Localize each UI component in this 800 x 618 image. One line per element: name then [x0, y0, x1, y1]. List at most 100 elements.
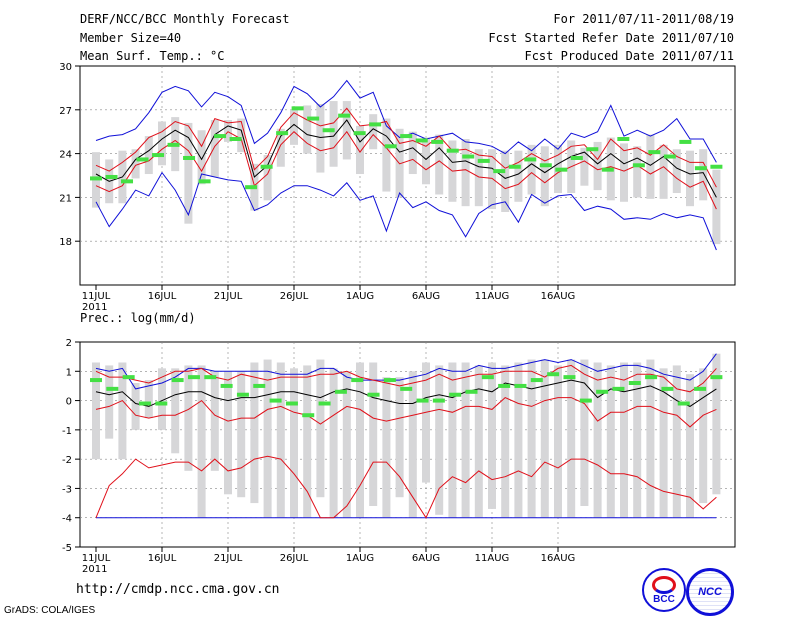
- green-marker: [384, 144, 397, 149]
- spread-box: [686, 150, 694, 207]
- spread-box: [303, 105, 312, 154]
- spread-box: [131, 383, 140, 430]
- green-marker: [617, 137, 630, 141]
- spread-box: [276, 128, 285, 167]
- spread-box: [263, 155, 272, 201]
- green-marker: [167, 142, 180, 147]
- series-line-mean: [95, 119, 717, 198]
- green-marker: [302, 413, 315, 418]
- spread-box: [646, 359, 655, 518]
- series-line-lower: [95, 130, 717, 210]
- x-tick-label: 1AUG: [346, 553, 374, 564]
- spread-box: [408, 131, 417, 175]
- precip-label: Prec.: log(mm/d): [80, 311, 196, 325]
- green-marker: [555, 167, 568, 172]
- series-line-upper: [95, 107, 717, 188]
- green-marker: [446, 148, 459, 153]
- green-marker: [155, 401, 168, 406]
- spread-box: [659, 144, 668, 199]
- green-marker: [291, 106, 304, 111]
- green-marker: [508, 164, 521, 169]
- spread-box: [527, 359, 536, 518]
- green-marker: [276, 131, 289, 136]
- green-marker: [351, 378, 364, 383]
- spread-box: [712, 169, 721, 245]
- spread-box: [580, 147, 589, 186]
- spread-box: [105, 365, 114, 439]
- x-year-label: 2011: [82, 302, 107, 313]
- spread-box: [620, 362, 628, 518]
- green-marker: [524, 157, 537, 162]
- spread-box: [158, 121, 166, 166]
- green-marker: [136, 157, 149, 162]
- spread-box: [474, 365, 483, 518]
- x-tick-label: 26JUL: [280, 291, 309, 302]
- green-marker: [547, 372, 560, 377]
- green-marker: [171, 378, 184, 383]
- spread-box: [329, 101, 338, 167]
- spread-box: [712, 353, 721, 495]
- green-marker: [648, 150, 661, 155]
- spread-box: [540, 146, 549, 207]
- bcc-logo: BCC: [642, 568, 686, 612]
- x-tick-label: 26JUL: [280, 553, 309, 564]
- spread-box: [369, 362, 378, 506]
- spread-box: [488, 149, 496, 210]
- spread-box: [699, 368, 708, 504]
- spread-box: [554, 365, 562, 518]
- y-tick-label: 2: [66, 338, 72, 349]
- spread-box: [131, 149, 140, 179]
- green-marker: [514, 383, 527, 388]
- chart-title: DERF/NCC/BCC Monthly Forecast: [80, 12, 290, 26]
- spread-box: [633, 146, 642, 198]
- green-marker: [334, 389, 347, 394]
- x-tick-label: 11JUL: [82, 291, 111, 302]
- spread-box: [699, 149, 708, 201]
- x-tick-label: 16AUG: [541, 291, 576, 302]
- source-url[interactable]: http://cmdp.ncc.cma.gov.cn: [76, 582, 280, 597]
- x-tick-label: 11AUG: [475, 553, 510, 564]
- green-marker: [187, 375, 200, 380]
- spread-box: [369, 114, 378, 150]
- spread-box: [567, 359, 576, 518]
- green-marker: [229, 137, 242, 141]
- green-marker: [612, 386, 625, 391]
- green-marker: [105, 174, 118, 179]
- spread-box: [461, 139, 470, 207]
- x-tick-label: 16AUG: [541, 553, 576, 564]
- spread-box: [250, 362, 259, 504]
- green-marker: [90, 378, 102, 383]
- green-marker: [285, 401, 298, 406]
- spread-box: [646, 134, 655, 199]
- spread-box: [237, 371, 246, 498]
- spread-box: [303, 365, 312, 518]
- green-marker: [183, 155, 196, 160]
- temperature-panel: 11JUL 16JUL 21JUL 26JUL 1AUG 6AUG 11AUG 16AUG 20…: [59, 62, 736, 313]
- green-marker: [400, 134, 413, 139]
- spread-box: [514, 150, 523, 202]
- x-tick-label: 6AUG: [412, 291, 440, 302]
- spread-box: [593, 362, 602, 518]
- green-marker: [260, 164, 273, 169]
- y-tick-label: -4: [62, 514, 72, 525]
- y-tick-label: 30: [59, 62, 72, 73]
- green-marker: [645, 375, 658, 380]
- spread-box: [316, 103, 325, 173]
- spread-box: [356, 125, 364, 175]
- spread-box: [606, 365, 615, 518]
- spread-box: [197, 365, 206, 518]
- green-marker: [677, 401, 690, 406]
- green-marker: [601, 167, 614, 172]
- green-marker: [269, 398, 282, 403]
- bcc-logo-text: BCC: [653, 593, 675, 605]
- spread-box: [118, 362, 127, 460]
- green-marker: [477, 158, 490, 163]
- green-marker: [367, 392, 380, 397]
- forecast-period: For 2011/07/11-2011/08/19: [553, 12, 734, 26]
- y-tick-label: 1: [66, 367, 72, 378]
- green-marker: [498, 383, 511, 388]
- green-marker: [214, 134, 227, 139]
- green-marker: [138, 401, 151, 406]
- precipitation-panel: 11JUL 16JUL 21JUL 26JUL 1AUG 6AUG 11AUG 16AUG20…: [62, 338, 736, 575]
